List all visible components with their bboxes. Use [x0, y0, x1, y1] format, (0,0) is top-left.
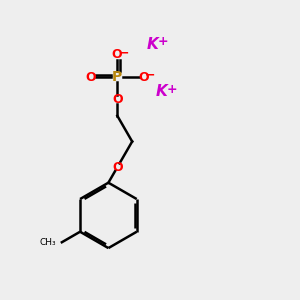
Text: −: − [118, 46, 129, 59]
Text: O: O [85, 70, 96, 84]
Text: CH₃: CH₃ [40, 238, 56, 247]
Text: −: − [145, 69, 155, 82]
Text: K: K [147, 37, 159, 52]
Text: O: O [111, 48, 122, 61]
Text: +: + [167, 82, 178, 95]
Text: O: O [112, 161, 123, 174]
Text: O: O [139, 70, 149, 84]
Text: O: O [112, 93, 123, 106]
Text: K: K [156, 85, 168, 100]
Text: P: P [112, 70, 122, 84]
Text: +: + [158, 35, 169, 48]
